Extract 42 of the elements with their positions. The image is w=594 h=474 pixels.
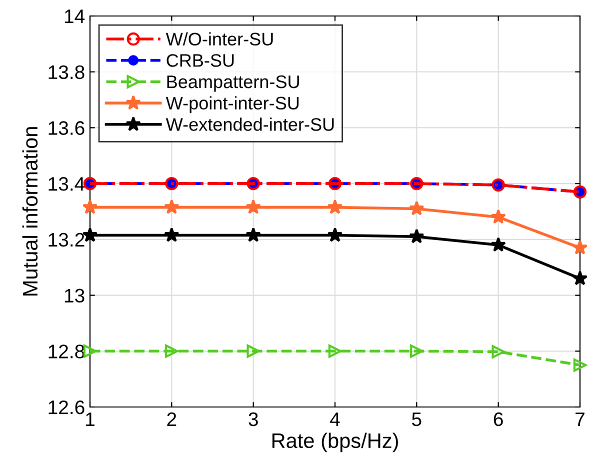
y-axis-title: Mutual information <box>22 127 38 296</box>
y-tick-label: 12.6 <box>48 400 84 414</box>
point <box>327 227 343 242</box>
point <box>82 199 98 214</box>
y-tick-label: 14 <box>64 10 85 24</box>
x-tick-label: 1 <box>86 412 94 426</box>
y-tick-label: 13 <box>64 288 84 303</box>
y-tick-label: 13.4 <box>48 177 85 191</box>
point <box>409 228 424 244</box>
point <box>490 237 506 252</box>
x-tick-label: 7 <box>576 412 584 426</box>
point <box>83 344 97 358</box>
point <box>327 199 343 214</box>
y-tick-label: 13.6 <box>48 121 84 135</box>
legend-label: W-point-inter-SU <box>166 96 299 114</box>
point <box>246 199 261 214</box>
x-tick-label: 5 <box>412 412 422 426</box>
legend-label: W-extended-inter-SU <box>166 118 334 131</box>
point <box>246 344 260 358</box>
legend-label: Beampattern-SU <box>167 75 299 92</box>
point <box>409 200 424 216</box>
point <box>165 344 178 358</box>
legend-label: CRB-SU <box>166 54 234 67</box>
point <box>164 199 180 214</box>
point <box>246 227 261 242</box>
point <box>490 209 506 224</box>
legend-label: W/O-inter-SU <box>166 32 273 46</box>
x-axis-title: Rate (bps/Hz) <box>272 432 398 452</box>
point <box>410 344 424 358</box>
point <box>492 345 505 358</box>
x-tick-label: 2 <box>167 412 176 426</box>
point <box>328 344 342 358</box>
point <box>573 358 587 372</box>
y-tick-label: 12.8 <box>48 344 84 358</box>
y-tick-label: 13.2 <box>48 232 84 247</box>
y-tick-label: 13.8 <box>48 65 84 80</box>
point <box>164 227 180 242</box>
x-tick-label: 3 <box>248 412 258 426</box>
x-tick-label: 4 <box>330 412 340 426</box>
x-tick-label: 6 <box>494 412 503 426</box>
point <box>572 270 588 286</box>
point <box>572 240 588 254</box>
